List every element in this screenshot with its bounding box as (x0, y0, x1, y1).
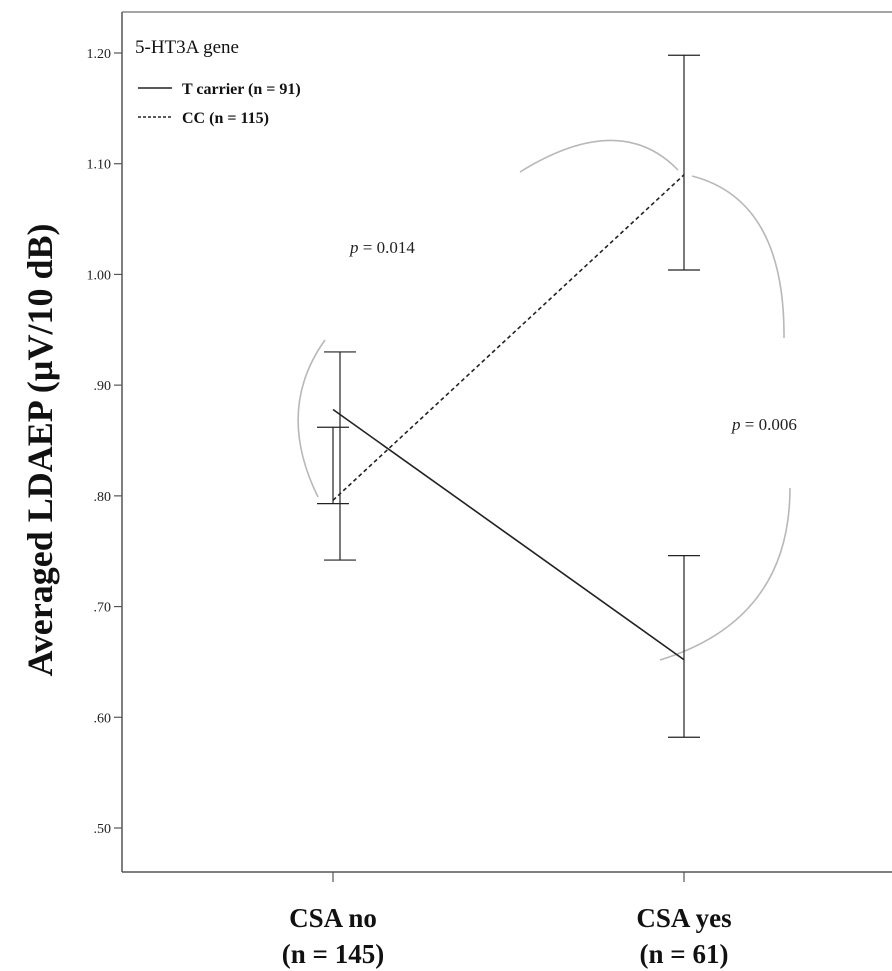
legend-title: 5-HT3A gene (135, 37, 239, 58)
x-axis-categories: CSA no (n = 145) CSA yes (n = 61) (282, 872, 732, 969)
y-tick-label: 1.20 (87, 47, 112, 62)
annotation-p-0006: p = 0.006 (731, 415, 797, 434)
y-tick-label: .90 (94, 379, 112, 394)
y-tick-label: 1.00 (87, 268, 112, 283)
y-tick-label: .60 (94, 711, 112, 726)
y-axis-label: Averaged LDAEP (µV/10 dB) (20, 223, 60, 676)
legend: 5-HT3A gene T carrier (n = 91) CC (n = 1… (135, 37, 301, 127)
bracket-arc-csa-no (297, 339, 326, 498)
annotation-p-value: = 0.014 (359, 238, 416, 257)
annotation-p-symbol: p (349, 238, 359, 257)
bracket-arc-lower-right (659, 487, 791, 661)
y-tick-label: .50 (94, 822, 112, 837)
y-tick-label: .70 (94, 601, 112, 616)
legend-label-t-carrier: T carrier (n = 91) (182, 81, 301, 98)
y-tick-label: .80 (94, 490, 112, 505)
annotation-p-0014: p = 0.014 (349, 238, 415, 257)
legend-label-cc: CC (n = 115) (182, 110, 269, 127)
x-category-count: (n = 61) (640, 939, 729, 969)
x-category-label: CSA yes (636, 903, 731, 933)
significance-brackets (297, 139, 791, 661)
plot-frame (121, 11, 892, 873)
y-tick-label: 1.10 (87, 158, 112, 173)
series-line-t-carrier (332, 408, 685, 661)
x-category-count: (n = 145) (282, 939, 384, 969)
y-axis-ticks: .50 .60 .70 .80 .90 1.00 1.10 1.20 (87, 47, 122, 837)
series-lines (332, 174, 685, 661)
annotation-p-symbol: p (731, 415, 741, 434)
bracket-arc-top (519, 139, 679, 173)
annotation-p-value: = 0.006 (741, 415, 797, 434)
x-category-label: CSA no (289, 903, 377, 933)
series-line-cc (332, 174, 685, 501)
bracket-arc-upper-right (691, 175, 785, 339)
error-bars (317, 54, 700, 738)
